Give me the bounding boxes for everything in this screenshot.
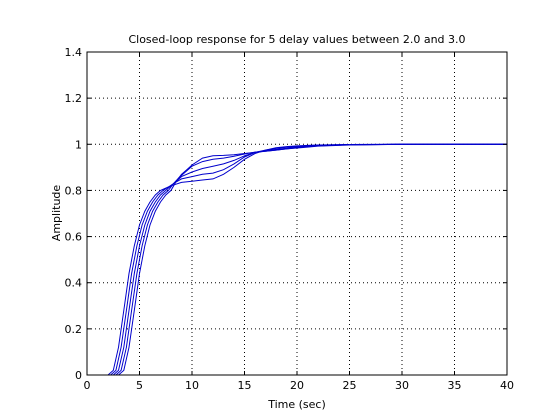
y-tick-label: 0 [75, 369, 82, 382]
x-tick-label: 20 [290, 379, 304, 392]
x-tick-label: 0 [84, 379, 91, 392]
x-tick-label: 15 [238, 379, 252, 392]
y-tick-label: 1.4 [65, 46, 83, 59]
plot-area [87, 52, 507, 375]
y-tick-label: 0.6 [65, 231, 83, 244]
y-tick-label: 0.2 [65, 323, 83, 336]
x-tick-label: 35 [448, 379, 462, 392]
y-tick-label: 1 [75, 138, 82, 151]
x-tick-label: 10 [185, 379, 199, 392]
series-line [87, 143, 507, 376]
y-axis-label: Amplitude [50, 185, 63, 242]
chart-title: Closed-loop response for 5 delay values … [128, 33, 465, 46]
x-tick-label: 40 [500, 379, 514, 392]
x-tick-label: 5 [136, 379, 143, 392]
y-tick-label: 0.8 [65, 184, 83, 197]
x-axis-label: Time (sec) [267, 398, 326, 411]
series-line [87, 143, 507, 376]
x-tick-label: 30 [395, 379, 409, 392]
y-tick-label: 0.4 [65, 277, 83, 290]
series-line [87, 143, 507, 376]
series-group [87, 143, 507, 376]
tick-labels: 0 5 10 15 20 25 30 35 40 0 0.2 0.4 0.6 0.8 1 1.2 1.4 [65, 46, 515, 392]
ticks [86, 51, 508, 376]
y-tick-label: 1.2 [65, 92, 83, 105]
x-tick-label: 25 [343, 379, 357, 392]
